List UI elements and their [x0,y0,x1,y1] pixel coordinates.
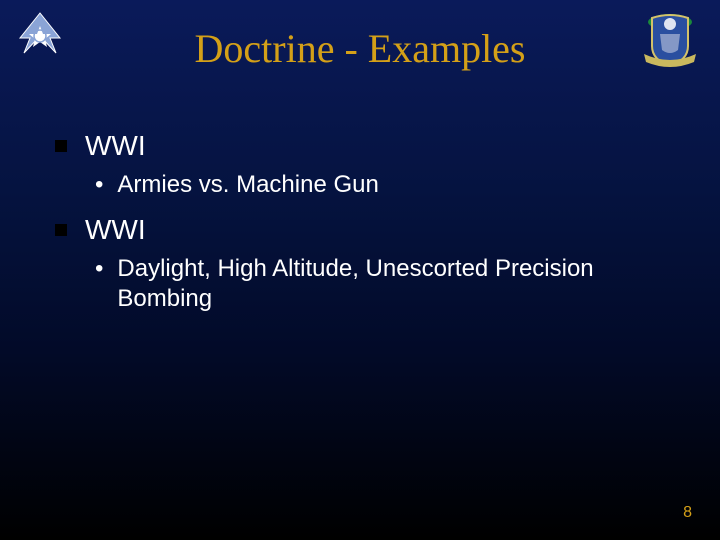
slide-content: WWI • Armies vs. Machine Gun WWI • Dayli… [55,130,665,328]
square-bullet-icon [55,224,67,236]
bullet-text: WWI [85,130,146,162]
bullet-level1: WWI [55,130,665,162]
slide-title: Doctrine - Examples [0,25,720,72]
bullet-text: Armies vs. Machine Gun [117,170,378,200]
bullet-text: WWI [85,214,146,246]
bullet-level2: • Armies vs. Machine Gun [95,170,665,200]
page-number: 8 [683,504,692,522]
square-bullet-icon [55,140,67,152]
disc-bullet-icon: • [95,170,103,200]
bullet-text: Daylight, High Altitude, Unescorted Prec… [117,254,637,314]
bullet-level1: WWI [55,214,665,246]
bullet-level2: • Daylight, High Altitude, Unescorted Pr… [95,254,665,314]
slide: Doctrine - Examples WWI • Armies vs. Mac… [0,0,720,540]
disc-bullet-icon: • [95,254,103,284]
